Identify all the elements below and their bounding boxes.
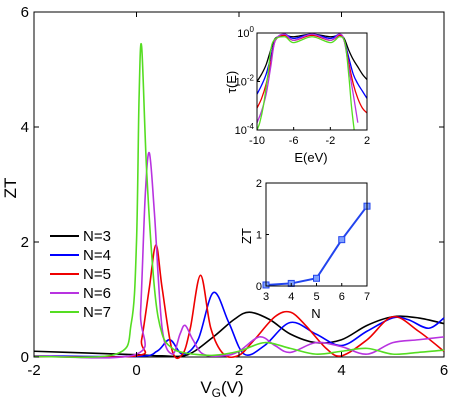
main-series-lines	[33, 43, 445, 360]
legend-label-3: N=5	[83, 266, 111, 283]
main-xtick-label: 6	[440, 362, 448, 379]
inset1-ylabel: τ(E)	[224, 71, 239, 93]
inset2-background	[266, 183, 367, 286]
main-ytick-label: 0	[21, 349, 29, 366]
main-xtick-label: 4	[337, 362, 345, 379]
main-ytick-label: 4	[21, 119, 29, 136]
main-legend: N=3 N=4 N=5 N=6 N=7	[50, 228, 111, 321]
inset1-xtick-label: -6	[289, 135, 299, 147]
inset2-ticks: 3 4 5 6 7 0 1 2	[256, 178, 370, 303]
inset1-xtick-label: -2	[325, 135, 335, 147]
inset1-ytick-base: 10	[235, 77, 247, 89]
main-series-line-5	[33, 43, 445, 359]
inset2-xlabel: N	[311, 306, 320, 321]
main-xtick-label: 2	[235, 362, 243, 379]
inset1-ytick-base: 10	[237, 28, 249, 40]
inset1-ytick-exp: -2	[247, 74, 255, 83]
inset2-xtick-label: 5	[313, 291, 319, 303]
inset2-xtick-label: 6	[339, 291, 345, 303]
main-ylabel: ZT	[1, 178, 20, 199]
inset2-point-3	[313, 274, 320, 282]
inset2-ylabel: ZT	[239, 228, 254, 244]
legend-label-1: N=3	[83, 228, 111, 245]
inset1-ytick-label: 10-2	[235, 74, 255, 89]
inset1-series-line-1	[257, 33, 367, 82]
inset2-point-4	[338, 236, 346, 244]
main-xlabel-suffix: (V)	[221, 378, 244, 397]
legend-label-2: N=4	[83, 247, 111, 264]
main-xlabel-sub: G	[212, 386, 221, 400]
inset1-series-lines	[257, 33, 367, 130]
legend-label-4: N=6	[83, 285, 111, 302]
inset1-ytick-exp: 0	[250, 25, 255, 34]
main-xlabel-main: V	[200, 378, 212, 397]
main-xtick-label: -2	[27, 362, 40, 379]
main-xlabel: VG(V)	[200, 378, 243, 400]
inset1-xtick-label: -10	[249, 135, 265, 147]
inset1-ytick-label: 10-4	[235, 122, 255, 137]
inset2-xtick-label: 7	[364, 291, 370, 303]
main-xtick-label: 0	[132, 362, 140, 379]
main-series-line-4	[33, 152, 445, 359]
main-ytick-label: 2	[21, 234, 29, 251]
inset1-ytick-label: 100	[237, 25, 254, 40]
legend-label-5: N=7	[83, 304, 111, 321]
inset2-ytick-label: 1	[256, 230, 262, 242]
inset2-xtick-label: 4	[288, 291, 294, 303]
inset1-ytick-base: 10	[235, 125, 247, 137]
inset2-ytick-label: 2	[256, 178, 262, 190]
inset1-ytick-exp: -4	[247, 122, 255, 131]
inset1-xlabel: E(eV)	[294, 150, 327, 165]
inset2-ytick-label: 0	[256, 281, 262, 293]
zt-vs-n-inset: 3 4 5 6 7 0 1 2 ZT N	[239, 178, 371, 321]
inset1-series-line-5	[257, 36, 355, 130]
main-ytick-label: 6	[21, 4, 29, 21]
inset1-xtick-label: 2	[364, 135, 370, 147]
inset2-xtick-label: 3	[263, 291, 269, 303]
